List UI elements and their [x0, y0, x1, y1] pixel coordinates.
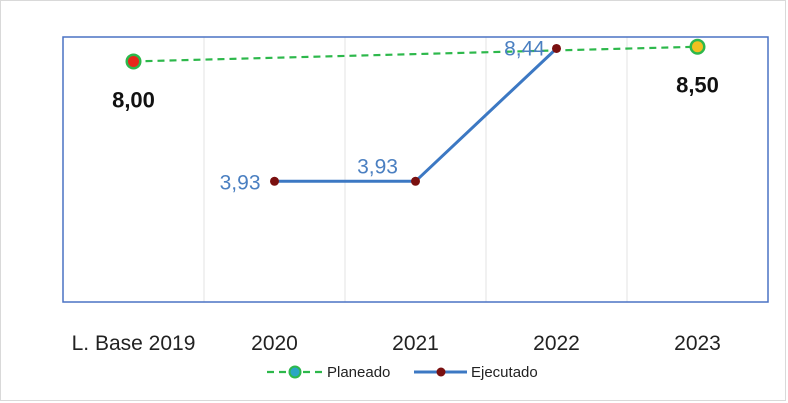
x-axis-labels: L. Base 2019 2020 2021 2022 2023	[72, 332, 721, 355]
point-planeado	[128, 55, 139, 67]
legend-marker-planeado-inner	[290, 367, 300, 377]
grid-lines	[203, 37, 628, 302]
series-line-planeado	[133, 45, 698, 63]
series-layer	[125, 38, 706, 186]
data-labels: 8,00 8,50 3,93 3,93 8,44	[112, 37, 719, 194]
series-line-ejecutado	[274, 47, 558, 183]
legend: Planeado Ejecutado	[267, 364, 538, 381]
legend-label-ejecutado: Ejecutado	[471, 364, 538, 381]
point-planeado	[692, 41, 703, 53]
x-tick-label: 2023	[674, 332, 721, 355]
data-label-ejecutado: 3,93	[220, 171, 261, 194]
data-label-planeado: 8,50	[676, 73, 719, 98]
x-tick-label: 2021	[392, 332, 439, 355]
x-tick-label: 2022	[533, 332, 580, 355]
point-ejecutado	[411, 176, 420, 186]
x-tick-label: L. Base 2019	[72, 332, 196, 355]
data-label-planeado: 8,00	[112, 87, 155, 112]
plot-area-border	[62, 36, 769, 303]
legend-label-planeado: Planeado	[327, 364, 390, 381]
x-tick-label: 2020	[251, 332, 298, 355]
legend-marker-ejecutado	[436, 367, 446, 377]
point-ejecutado	[552, 43, 561, 53]
point-ejecutado	[270, 176, 279, 186]
data-label-ejecutado: 3,93	[357, 155, 398, 178]
data-label-ejecutado: 8,44	[504, 37, 545, 60]
